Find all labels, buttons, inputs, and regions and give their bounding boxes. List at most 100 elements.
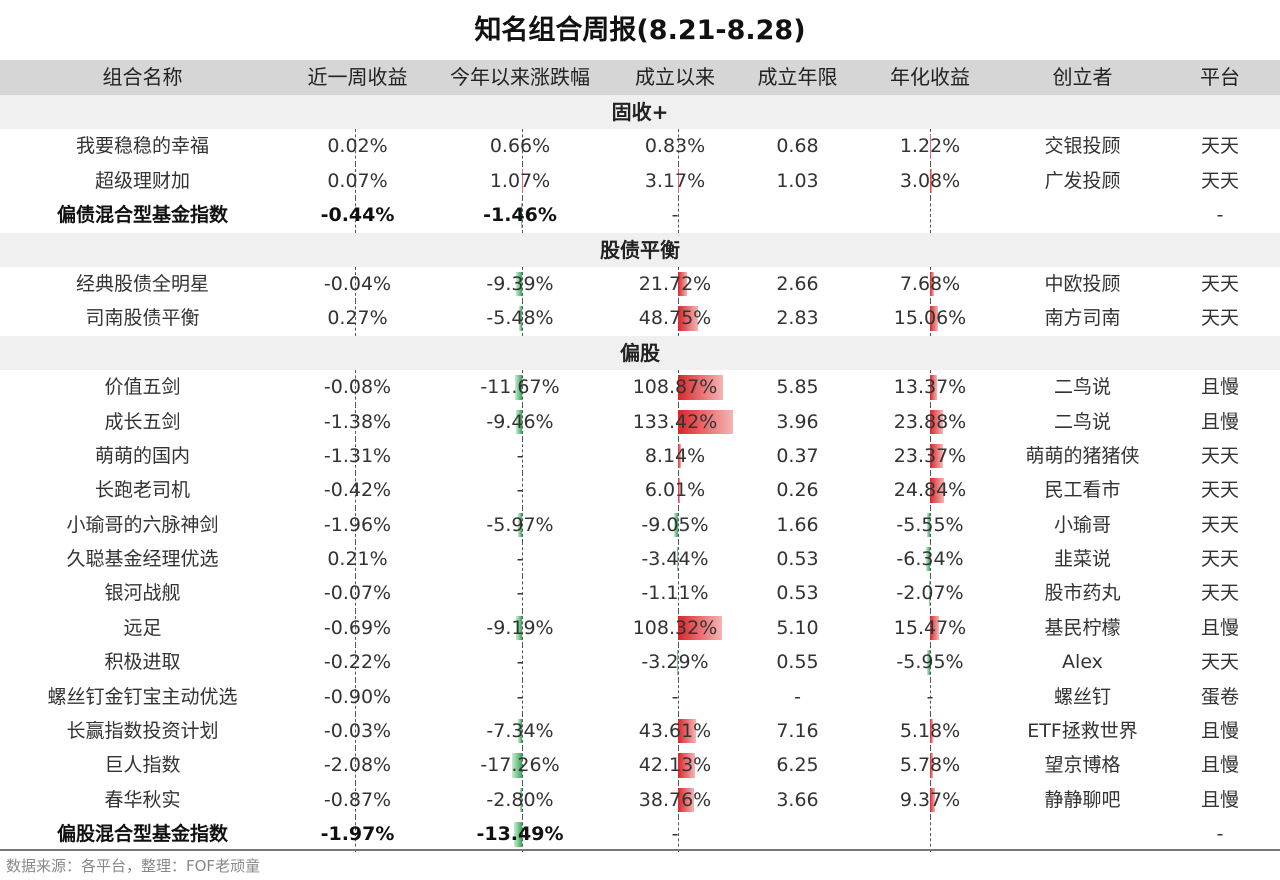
- cell-platform: 蛋卷: [1160, 680, 1280, 714]
- cell-since-inception: 48.75%: [610, 301, 740, 336]
- cell-creator: 基民柠檬: [1005, 611, 1160, 645]
- data-bar: [678, 478, 681, 503]
- bar-axis: [522, 370, 523, 405]
- cell-platform: 且慢: [1160, 611, 1280, 645]
- cell-name: 远足: [0, 611, 285, 645]
- cell-annualized: -6.34%: [855, 542, 1005, 577]
- bar-axis: [930, 679, 931, 715]
- cell-name: 积极进取: [0, 645, 285, 679]
- cell-since-inception: -: [610, 198, 740, 233]
- cell-name: 成长五剑: [0, 405, 285, 439]
- cell-ytd-change: -: [430, 576, 610, 611]
- bar-axis: [355, 782, 356, 818]
- cell-week-return: 0.02%: [285, 129, 430, 164]
- cell-text: 韭菜说: [1053, 548, 1111, 571]
- data-bar: [926, 547, 930, 572]
- cell-name: 巨人指数: [0, 748, 285, 782]
- cell-creator: 萌萌的猪猪侠: [1005, 439, 1160, 473]
- cell-text: -: [516, 548, 524, 571]
- data-bar: [930, 615, 939, 641]
- cell-name: 偏债混合型基金指数: [0, 198, 285, 232]
- cell-week-return: -2.08%: [285, 748, 430, 783]
- cell-text: 0.53: [776, 582, 819, 605]
- cell-annualized: 13.37%: [855, 370, 1005, 405]
- bar-axis: [678, 129, 679, 164]
- bar-axis: [930, 198, 931, 233]
- cell-text: 7.16: [776, 720, 819, 743]
- cell-text: -9.46%: [486, 410, 554, 433]
- cell-text: -: [516, 444, 524, 467]
- cell-text: -17.26%: [480, 754, 560, 777]
- cell-text: 天天: [1200, 582, 1239, 605]
- cell-text: 2.66: [776, 272, 819, 295]
- cell-text: 天天: [1200, 307, 1239, 330]
- header-since-inception: 成立以来: [635, 65, 715, 89]
- cell-ytd-change: -: [430, 438, 610, 474]
- report-title: 知名组合周报(8.21-8.28): [474, 15, 806, 46]
- cell-annualized: 5.18%: [855, 714, 1005, 749]
- table-row: 久聪基金经理优选 0.21% - -3.44% 0.53 -6.34% 韭菜说 天天: [0, 542, 1280, 577]
- cell-text: 9.37%: [899, 788, 961, 811]
- cell-text: 42.13%: [638, 754, 712, 777]
- data-bar: [930, 168, 932, 194]
- cell-name: 久聪基金经理优选: [0, 542, 285, 576]
- data-bar: [513, 822, 522, 847]
- cell-text: 3.96: [776, 410, 819, 433]
- cell-since-inception: -3.29%: [610, 645, 740, 680]
- data-bar: [678, 787, 694, 813]
- data-bar: [930, 753, 934, 778]
- data-bar: [676, 650, 678, 675]
- cell-text: -9.39%: [486, 272, 554, 295]
- cell-text: 3.08%: [899, 169, 961, 192]
- cell-name: 螺丝钉金钉宝主动优选: [0, 680, 285, 714]
- bar-axis: [522, 645, 523, 680]
- bar-axis: [355, 817, 356, 852]
- bar-axis: [355, 301, 356, 336]
- cell-text: 天天: [1200, 651, 1239, 674]
- cell-text: 天天: [1200, 548, 1239, 571]
- cell-text: 5.78%: [899, 754, 961, 777]
- data-bar: [676, 547, 678, 572]
- cell-text: -: [516, 582, 524, 605]
- cell-text: 天天: [1200, 169, 1239, 192]
- cell-text: 15.06%: [893, 307, 967, 330]
- cell-years: [740, 817, 855, 851]
- cell-text: -5.55%: [896, 513, 964, 536]
- cell-text: 0.66%: [489, 135, 551, 158]
- cell-name: 司南股债平衡: [0, 301, 285, 335]
- bar-axis: [355, 748, 356, 783]
- cell-ytd-change: -7.34%: [430, 714, 610, 749]
- cell-platform: 天天: [1160, 301, 1280, 335]
- cell-since-inception: 42.13%: [610, 748, 740, 783]
- cell-text: 且慢: [1200, 754, 1239, 777]
- data-bar: [678, 443, 682, 469]
- table-row: 经典股债全明星 -0.04% -9.39% 21.72% 2.66 7.68% 中欧投顾 天天: [0, 266, 1280, 302]
- cell-name: 价值五剑: [0, 370, 285, 404]
- cell-name: 银河战舰: [0, 576, 285, 610]
- bar-axis: [355, 679, 356, 715]
- cell-ytd-change: -5.48%: [430, 301, 610, 336]
- cell-text: 8.14%: [644, 444, 706, 467]
- index-row: 偏债混合型基金指数 -0.44% -1.46% - -: [0, 198, 1280, 233]
- cell-text: 7.68%: [899, 272, 961, 295]
- cell-text: 且慢: [1200, 410, 1239, 433]
- cell-text: 0.68: [776, 135, 819, 158]
- cell-text: 15.47%: [893, 616, 967, 639]
- cell-text: -3.44%: [641, 548, 709, 571]
- bar-axis: [522, 404, 523, 439]
- data-bar: [930, 409, 944, 434]
- data-bar: [518, 306, 522, 331]
- cell-text: -2.07%: [896, 582, 964, 605]
- cell-text: 天天: [1200, 479, 1239, 502]
- data-bar: [678, 409, 733, 434]
- cell-text: -0.08%: [323, 376, 392, 399]
- bar-axis: [355, 438, 356, 474]
- cell-text: 春华秋实: [104, 788, 181, 811]
- cell-text: 3.66: [776, 788, 819, 811]
- cell-text: 13.37%: [893, 376, 967, 399]
- cell-text: -13.49%: [476, 823, 564, 846]
- cell-text: -5.97%: [486, 513, 554, 536]
- cell-text: -: [671, 823, 679, 846]
- cell-platform: 天天: [1160, 129, 1280, 163]
- bar-axis: [930, 817, 931, 852]
